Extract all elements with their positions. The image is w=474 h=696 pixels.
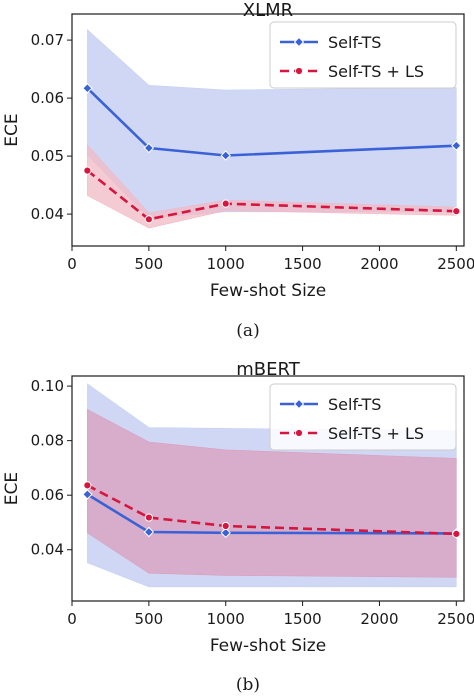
legend-marker-self-ts [293, 398, 305, 410]
data-point-self-ts-ls [83, 166, 92, 175]
x-tick-label: 2500 [437, 255, 474, 273]
y-tick-label: 0.06 [31, 89, 64, 107]
data-point-self-ts [82, 489, 93, 500]
chart-title: XLMR [243, 0, 293, 21]
x-axis-label: Few-shot Size [210, 636, 326, 656]
x-tick-label: 0 [67, 610, 77, 628]
data-point-self-ts-ls [221, 521, 230, 531]
data-point-self-ts [82, 83, 93, 94]
series-line-self-ts-ls [86, 169, 457, 221]
y-tick-label: 0.06 [31, 486, 64, 504]
x-tick-label: 2500 [437, 610, 474, 628]
chart-mbert: mBERT 0 500 1000 1500 2000 2500 0.04 0.06 0.08 0.1… [2, 359, 474, 695]
data-point-self-ts-ls [144, 513, 153, 522]
x-tick-label: 500 [135, 610, 164, 628]
data-point-self-ts [143, 142, 155, 154]
x-tick-label: 1000 [207, 610, 245, 628]
legend-label-self-ts-ls: Self-TS + LS [328, 424, 424, 443]
data-point-self-ts-ls [144, 215, 153, 224]
figure-caption: (a) [236, 321, 259, 341]
legend-label-self-ts-ls: Self-TS + LS [328, 62, 424, 81]
x-tick-label: 1500 [283, 610, 321, 628]
data-point-self-ts-ls [221, 199, 230, 208]
chart-title: mBERT [236, 359, 300, 380]
legend-marker-self-ts-ls [294, 66, 304, 76]
series-line-self-ts-ls [86, 484, 457, 536]
y-tick-label: 0.04 [31, 541, 64, 559]
data-point-self-ts [220, 527, 231, 539]
plot-frame [71, 375, 465, 602]
data-point-self-ts [451, 140, 462, 151]
x-axis-label: Few-shot Size [210, 281, 326, 301]
x-tick-label: 2000 [360, 255, 398, 273]
confidence-band-self-ts-ls [87, 409, 457, 578]
x-tick-label: 1000 [207, 255, 245, 273]
legend-label-self-ts: Self-TS [328, 33, 381, 52]
data-point-self-ts [220, 150, 231, 161]
figure-caption: (b) [236, 675, 260, 695]
data-point-self-ts-ls [452, 529, 461, 539]
x-tick-label: 1500 [283, 255, 321, 273]
x-tick-label: 500 [135, 255, 164, 273]
plot-frame [71, 13, 465, 247]
y-tick-label: 0.05 [31, 147, 64, 165]
series-line-self-ts [86, 87, 457, 157]
legend-marker-self-ts-ls [294, 428, 304, 438]
y-axis-label: ECE [2, 113, 22, 146]
y-tick-label: 0.04 [31, 205, 64, 223]
legend-marker-self-ts [293, 36, 305, 48]
data-point-self-ts-ls [452, 207, 461, 216]
x-tick-label: 2000 [360, 610, 398, 628]
y-tick-label: 0.07 [31, 31, 64, 49]
chart-xlmr: XLMR 0 500 1000 1500 2000 2500 0.04 0.05 0.06 0.07… [2, 0, 474, 341]
y-tick-label: 0.10 [31, 377, 64, 395]
y-axis-label: ECE [2, 472, 22, 505]
data-point-self-ts-ls [83, 481, 92, 490]
x-tick-label: 0 [67, 255, 77, 273]
data-point-self-ts [143, 526, 155, 538]
y-tick-label: 0.08 [31, 432, 64, 450]
series-line-self-ts [86, 493, 457, 535]
legend-label-self-ts: Self-TS [328, 395, 381, 414]
